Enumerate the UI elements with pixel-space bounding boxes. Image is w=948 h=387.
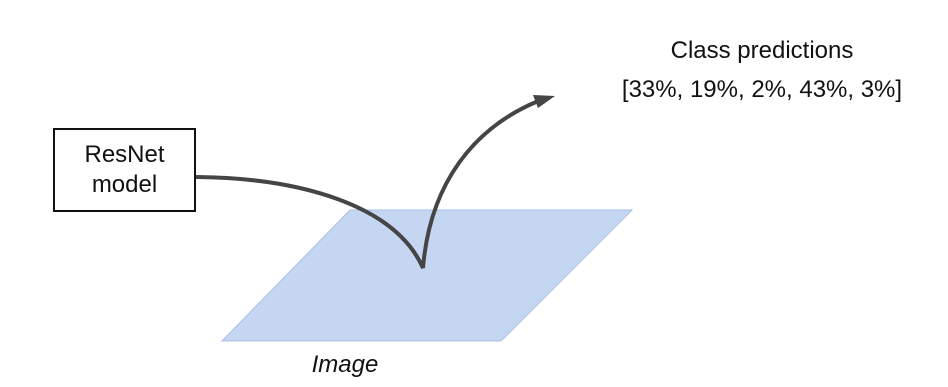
class-predictions-values: [33%, 19%, 2%, 43%, 3%] [621, 76, 903, 103]
image-label: Image [311, 351, 379, 378]
model-label-line-2: model [91, 171, 158, 198]
arrowhead-icon [533, 95, 555, 108]
image-plane [220, 209, 634, 342]
model-label-line-1: ResNet [84, 141, 165, 168]
class-predictions-title: Class predictions [670, 37, 854, 64]
resnet-model-box: ResNet model [53, 128, 196, 212]
flow-arrow-path [195, 100, 538, 269]
